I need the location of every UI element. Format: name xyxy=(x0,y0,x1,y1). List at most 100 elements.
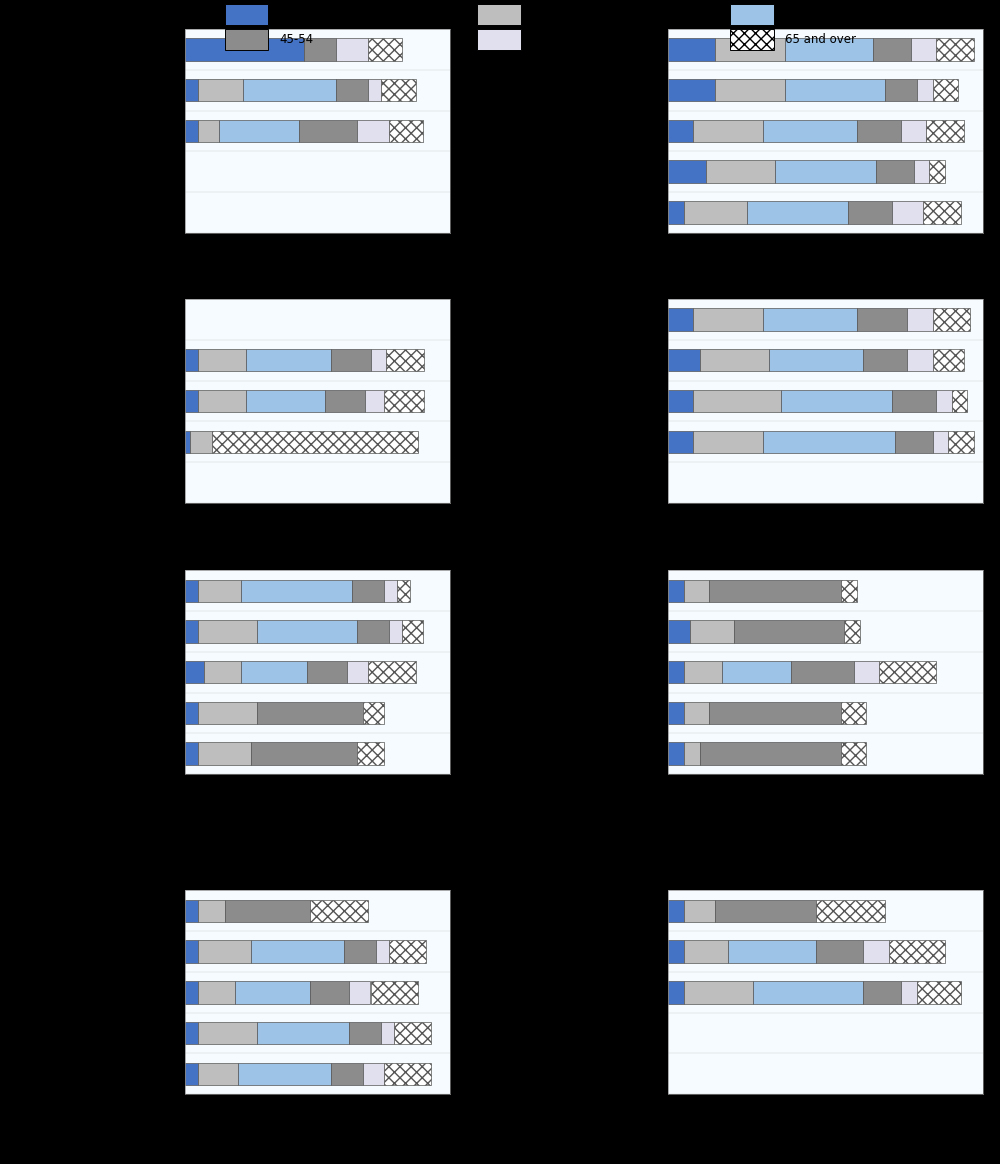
Bar xyxy=(668,201,684,223)
Bar xyxy=(198,981,235,1003)
Bar xyxy=(785,79,885,101)
Bar xyxy=(344,941,376,963)
Bar xyxy=(873,38,911,61)
Bar xyxy=(923,201,961,223)
Bar xyxy=(368,38,402,61)
Bar xyxy=(402,620,423,643)
Bar xyxy=(668,661,684,683)
Bar xyxy=(185,1022,198,1044)
Bar xyxy=(304,38,336,61)
Bar xyxy=(684,900,715,922)
Bar xyxy=(769,349,863,371)
Bar xyxy=(349,1022,381,1044)
Bar xyxy=(848,201,892,223)
Bar xyxy=(251,743,357,765)
Text: 15-24: 15-24 xyxy=(280,8,314,21)
Bar xyxy=(204,661,241,683)
Bar xyxy=(384,390,424,412)
Text: 55-64: 55-64 xyxy=(533,34,567,47)
Bar xyxy=(715,900,816,922)
Bar xyxy=(841,580,857,602)
Bar xyxy=(715,38,785,61)
Bar xyxy=(791,661,854,683)
Bar xyxy=(363,1063,384,1085)
Bar xyxy=(257,702,363,724)
Bar xyxy=(225,900,310,922)
Text: 65 and over: 65 and over xyxy=(785,34,856,47)
Bar xyxy=(885,79,917,101)
Bar xyxy=(241,661,307,683)
Bar xyxy=(477,29,521,50)
Bar xyxy=(668,981,684,1003)
Bar xyxy=(722,661,791,683)
Bar xyxy=(336,38,368,61)
Bar xyxy=(219,120,299,142)
Bar xyxy=(693,390,781,412)
Bar xyxy=(684,981,753,1003)
Bar xyxy=(668,620,690,643)
Bar xyxy=(763,308,857,331)
Bar xyxy=(394,1022,431,1044)
Bar xyxy=(198,349,246,371)
Bar xyxy=(198,941,251,963)
Bar xyxy=(668,390,693,412)
Bar xyxy=(336,79,368,101)
Bar xyxy=(185,79,198,101)
Bar xyxy=(352,580,384,602)
Bar xyxy=(668,38,715,61)
Bar xyxy=(926,120,964,142)
Bar xyxy=(347,661,368,683)
Bar xyxy=(185,743,198,765)
Bar xyxy=(690,620,734,643)
Bar xyxy=(730,29,774,50)
Bar xyxy=(907,308,933,331)
Bar xyxy=(198,79,243,101)
Bar xyxy=(246,349,331,371)
Bar xyxy=(357,743,384,765)
Bar xyxy=(854,661,879,683)
Bar xyxy=(238,1063,331,1085)
Bar xyxy=(185,1063,198,1085)
Bar xyxy=(668,120,693,142)
Bar xyxy=(198,702,257,724)
Bar xyxy=(257,620,357,643)
Bar xyxy=(753,981,863,1003)
Bar xyxy=(376,941,389,963)
Bar xyxy=(185,431,190,453)
Bar xyxy=(879,661,936,683)
Bar xyxy=(709,702,841,724)
Bar xyxy=(775,161,876,183)
Bar xyxy=(185,38,304,61)
Bar xyxy=(857,308,907,331)
Bar xyxy=(257,1022,349,1044)
Bar xyxy=(763,120,857,142)
Bar xyxy=(863,349,907,371)
Bar xyxy=(933,79,958,101)
Bar xyxy=(684,702,709,724)
Bar xyxy=(728,941,816,963)
Bar xyxy=(889,941,945,963)
Bar xyxy=(363,702,384,724)
Bar xyxy=(693,120,763,142)
Bar xyxy=(709,580,841,602)
Bar xyxy=(368,661,416,683)
Bar xyxy=(763,431,895,453)
Bar xyxy=(185,981,198,1003)
Bar xyxy=(384,580,397,602)
Bar xyxy=(734,620,844,643)
Bar xyxy=(700,349,769,371)
Bar xyxy=(198,580,241,602)
Bar xyxy=(841,702,866,724)
Bar xyxy=(477,5,521,26)
Bar xyxy=(370,981,418,1003)
Bar xyxy=(381,1022,394,1044)
Bar xyxy=(185,900,198,922)
Bar xyxy=(241,580,352,602)
Bar xyxy=(693,431,763,453)
Bar xyxy=(365,390,384,412)
Bar xyxy=(715,79,785,101)
Bar xyxy=(185,661,204,683)
Text: 35-44: 35-44 xyxy=(785,8,820,21)
Bar xyxy=(198,1022,257,1044)
Bar xyxy=(668,308,693,331)
